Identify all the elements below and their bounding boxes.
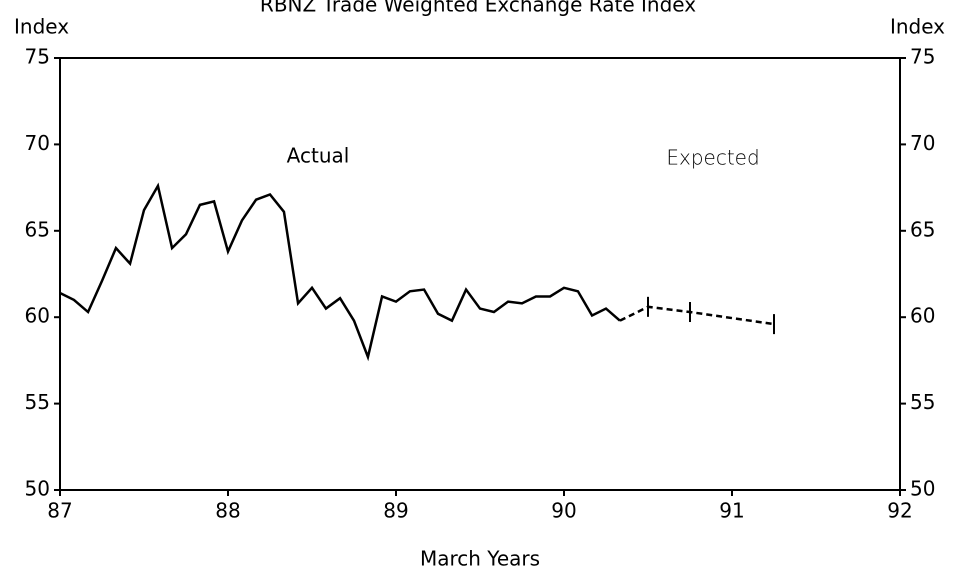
y-tick-label: 65 [25,217,50,241]
plot-frame [59,57,901,491]
annotation: Actual [287,144,350,168]
x-tick-label: 87 [47,499,72,523]
x-tick-label: 88 [215,499,240,523]
y2-tick-label: 70 [910,131,935,155]
y-axis-label: Index [14,15,69,39]
x-axis-label: March Years [420,547,540,571]
y2-tick-label: 55 [910,390,935,414]
y-tick-label: 55 [25,390,50,414]
y-tick-label: 70 [25,131,50,155]
y-tick-label: 75 [25,45,50,69]
annotation: Expected [666,146,759,170]
series-line [59,182,621,362]
x-tick-label: 91 [719,499,744,523]
y-tick-label: 50 [25,477,50,501]
x-tick-label: 90 [551,499,576,523]
y2-tick-label: 60 [910,304,935,328]
chart-title: RBNZ Trade Weighted Exchange Rate Index [260,0,696,17]
y-tick-label: 60 [25,304,50,328]
x-tick-label: 92 [887,499,912,523]
series-line [619,305,775,326]
y2-tick-label: 50 [910,477,935,501]
y2-tick-label: 75 [910,45,935,69]
y2-tick-label: 65 [910,217,935,241]
y2-axis-label: Index [890,15,945,39]
x-tick-label: 89 [383,499,408,523]
